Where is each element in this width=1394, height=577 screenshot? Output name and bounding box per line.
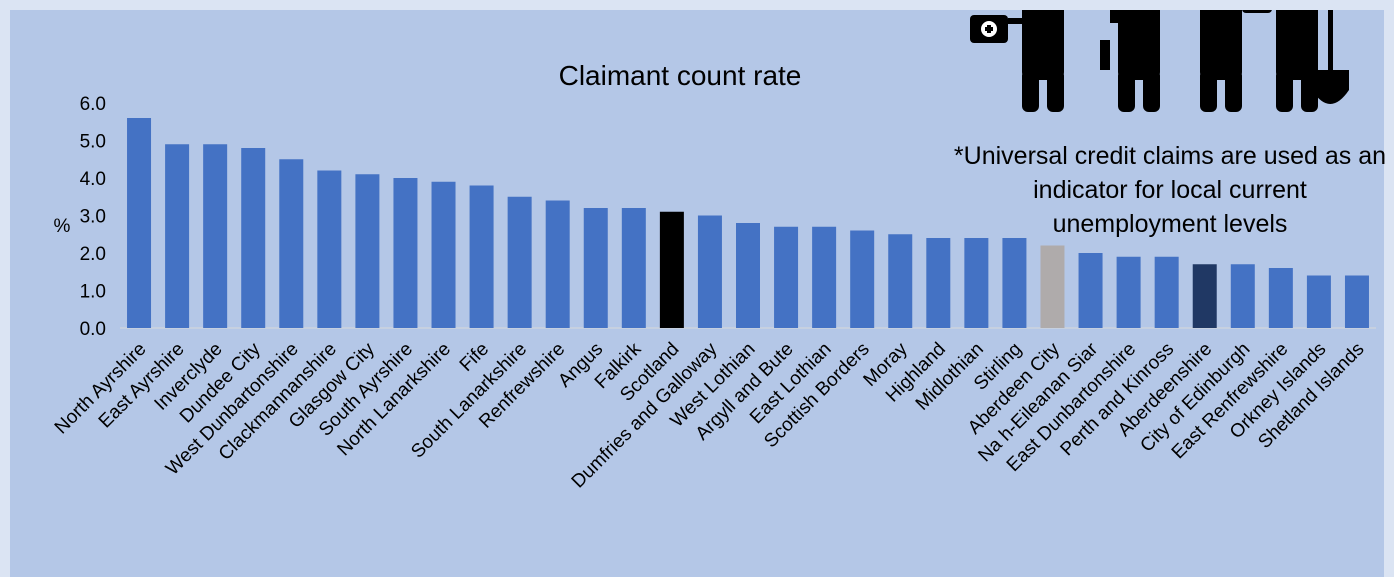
chart-panel: Claimant count rate % xyxy=(10,10,1386,577)
chart-bars xyxy=(127,118,1369,328)
y-tick-label: 5.0 xyxy=(80,132,106,153)
bar xyxy=(774,226,799,328)
y-tick-label: 6.0 xyxy=(80,94,106,115)
bar xyxy=(241,148,266,328)
bar xyxy=(1078,253,1103,328)
chart-title: Claimant count rate xyxy=(559,60,802,91)
bar xyxy=(1230,264,1255,328)
bar xyxy=(203,144,228,328)
y-tick-label: 1.0 xyxy=(80,282,106,303)
bar xyxy=(888,234,913,328)
bar-chart: Claimant count rate % xyxy=(51,10,1376,492)
bar xyxy=(812,226,837,328)
bar xyxy=(165,144,190,328)
bar xyxy=(1040,245,1065,328)
y-tick-label: 4.0 xyxy=(80,169,106,190)
bar xyxy=(1344,275,1369,328)
y-axis-label: % xyxy=(54,216,71,237)
bar xyxy=(850,230,875,328)
bar xyxy=(355,174,380,328)
footnote-text: *Universal credit claims are used as an … xyxy=(953,142,1387,238)
bar xyxy=(697,215,722,328)
unemployed-workers-icon xyxy=(970,10,1349,112)
bar xyxy=(393,178,418,328)
bar xyxy=(621,208,646,328)
bar xyxy=(1306,275,1331,328)
bar xyxy=(545,200,570,328)
bar xyxy=(1154,256,1179,328)
y-tick-label: 2.0 xyxy=(80,244,106,265)
y-tick-label: 3.0 xyxy=(80,207,106,228)
bar xyxy=(736,223,760,328)
bar xyxy=(1268,268,1293,328)
bar xyxy=(1002,238,1027,328)
bar xyxy=(1192,264,1217,328)
bar xyxy=(317,170,342,328)
bar xyxy=(469,185,494,328)
bar xyxy=(127,118,152,328)
bar xyxy=(926,238,951,328)
bar xyxy=(659,211,684,328)
bar xyxy=(583,208,608,328)
bar xyxy=(507,196,532,328)
y-tick-label: 0.0 xyxy=(80,319,106,340)
bar xyxy=(964,238,989,328)
bar xyxy=(1116,256,1141,328)
bar xyxy=(279,159,304,328)
bar xyxy=(431,181,456,328)
